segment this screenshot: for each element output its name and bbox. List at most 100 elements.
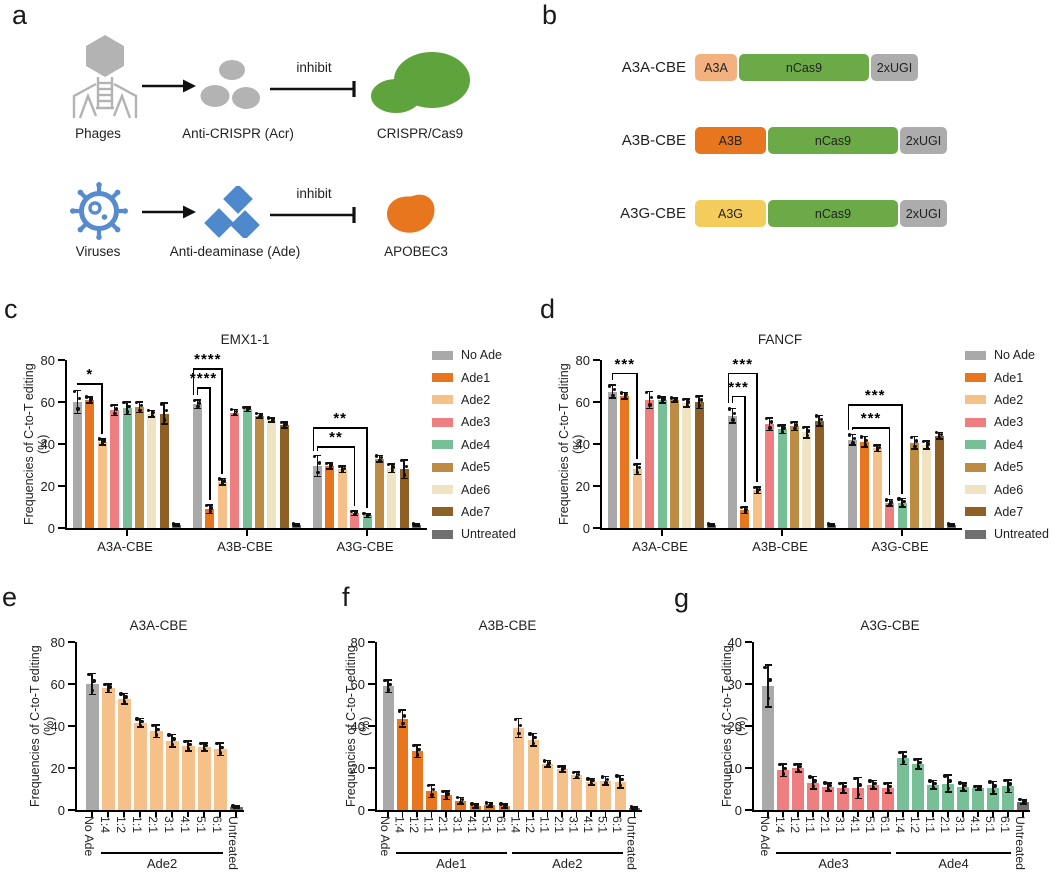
y-axis-tick-label: 80	[40, 352, 55, 368]
series-span-line	[101, 852, 223, 854]
bar	[542, 763, 553, 810]
sig-label: ****	[189, 370, 218, 388]
x-axis-tick	[661, 530, 663, 536]
data-point	[102, 439, 106, 443]
bar	[740, 510, 750, 528]
y-axis-tick	[68, 809, 75, 811]
sig-bracket-line	[316, 446, 319, 451]
data-point	[811, 784, 816, 789]
x-axis-tick	[459, 812, 462, 817]
data-point	[961, 787, 966, 792]
error-cap	[193, 399, 201, 401]
y-axis-tick	[745, 683, 752, 685]
data-point	[183, 739, 187, 743]
error-cap	[428, 796, 435, 799]
bar	[279, 425, 289, 528]
error-cap	[73, 412, 81, 415]
data-point	[576, 772, 581, 777]
x-axis-tick	[561, 812, 563, 817]
data-point	[134, 400, 139, 405]
legend-swatch	[432, 373, 453, 383]
error-cap	[243, 406, 251, 409]
data-point	[349, 509, 354, 514]
data-point	[354, 510, 359, 515]
error-bar	[430, 784, 433, 798]
data-point	[113, 411, 117, 416]
panel-letter-f: f	[342, 582, 350, 612]
sig-label: *	[86, 366, 94, 384]
legend-label: Untreated	[461, 527, 516, 542]
data-point	[484, 801, 489, 805]
bar	[789, 426, 799, 528]
x-axis-tick-label: 3:1	[953, 816, 967, 834]
x-axis-tick-label: No Ade	[758, 816, 772, 857]
error-cap	[766, 429, 774, 432]
y-axis-tick-label: 60	[50, 676, 65, 692]
error-bar	[575, 772, 578, 779]
data-point	[234, 409, 239, 414]
data-point	[210, 506, 214, 510]
x-axis-tick	[887, 812, 889, 817]
data-point	[397, 709, 402, 713]
x-axis-tick	[107, 812, 109, 817]
error-cap	[200, 742, 208, 744]
x-axis-tick-label: 1:2	[407, 816, 421, 834]
error-cap	[193, 407, 201, 410]
data-point	[843, 784, 847, 788]
data-point	[852, 436, 857, 440]
bar	[620, 395, 630, 528]
series-span-label: Ade3	[818, 856, 849, 871]
error-cap	[515, 717, 522, 720]
y-axis-tick-label: 40	[575, 436, 590, 452]
data-point	[217, 477, 221, 481]
data-point	[122, 400, 126, 405]
data-point	[687, 400, 691, 404]
domain-ncas9: nCas9	[768, 127, 898, 154]
bar	[134, 407, 144, 528]
data-point	[611, 393, 615, 397]
viruses-label: Viruses	[75, 244, 121, 259]
error-bar	[403, 459, 405, 479]
x-axis-tick-label: 6:1	[610, 816, 624, 834]
group-label: A3A-CBE	[632, 539, 688, 554]
panel-letter-d: d	[540, 294, 556, 324]
data-point	[943, 774, 947, 778]
error-cap	[428, 784, 435, 786]
y-axis-tick	[58, 443, 65, 445]
bar	[325, 466, 335, 528]
x-axis-tick-label: 2:1	[146, 816, 160, 834]
data-point	[789, 420, 794, 425]
data-point	[1006, 788, 1011, 792]
domain-ncas9: nCas9	[739, 54, 869, 81]
error-cap	[168, 746, 176, 748]
error-cap	[848, 444, 856, 446]
error-cap	[123, 401, 131, 403]
data-point	[444, 796, 449, 800]
sig-label: **	[333, 410, 348, 428]
bar	[133, 722, 147, 810]
data-point	[103, 682, 107, 687]
data-point	[488, 804, 492, 808]
error-cap	[944, 791, 952, 793]
y-axis-tick	[593, 485, 600, 487]
data-point	[780, 430, 785, 434]
bar	[727, 415, 737, 528]
y-axis-tick	[58, 401, 65, 403]
error-cap	[216, 754, 224, 757]
error-cap	[764, 706, 772, 708]
data-point	[415, 523, 419, 528]
bar	[867, 784, 879, 810]
data-point	[362, 511, 366, 516]
x-axis-tick	[872, 812, 874, 817]
data-point	[694, 394, 698, 399]
sig-bracket-line	[611, 372, 638, 375]
error-bar	[203, 742, 205, 752]
data-point	[818, 422, 822, 426]
error-cap	[457, 796, 464, 799]
legend-swatch	[965, 417, 986, 427]
legend-label: No Ade	[994, 348, 1036, 363]
data-point	[620, 778, 624, 782]
bar	[397, 718, 408, 810]
bar	[802, 432, 812, 528]
data-point	[808, 775, 812, 779]
